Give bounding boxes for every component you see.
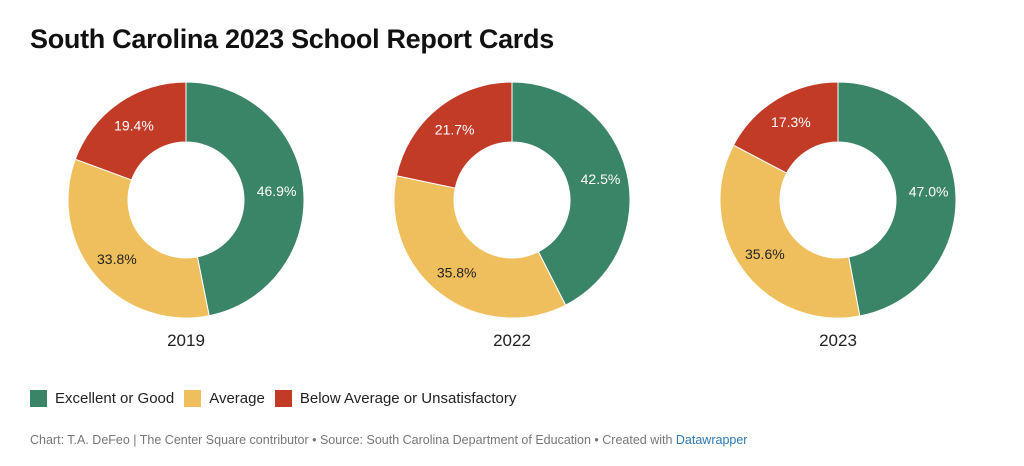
footer-credits: Chart: T.A. DeFeo | The Center Square co… — [30, 433, 747, 447]
donut-2023-label-below: 17.3% — [771, 114, 811, 130]
legend-swatch-excellent — [30, 390, 47, 407]
donut-charts: 46.9% 33.8% 19.4% 2019 42.5% 35.8% 21.7% 2022 47… — [67, 81, 957, 350]
donut-2023-slice-below — [732, 81, 839, 174]
donut-2019-slice-average — [67, 158, 210, 319]
legend-label-excellent: Excellent or Good — [55, 390, 175, 407]
donut-2023-label-average: 35.6% — [745, 246, 785, 262]
donut-2022-label-average: 35.8% — [437, 264, 477, 280]
donut-2022-slice-below — [395, 81, 513, 189]
donut-2019-slice-excellent — [185, 81, 305, 317]
donut-2019-label-excellent: 46.9% — [257, 183, 297, 199]
donut-2022-slice-average — [393, 175, 567, 319]
donut-2022-label-excellent: 42.5% — [581, 171, 621, 187]
legend-label-average: Average — [209, 390, 265, 407]
donut-2019-label-average: 33.8% — [97, 251, 137, 267]
donut-2023-label-excellent: 47.0% — [909, 184, 949, 200]
donut-2023-title: 2023 — [819, 331, 857, 350]
donut-2019-title: 2019 — [167, 331, 205, 350]
legend-item-average: Average — [184, 390, 265, 407]
donut-2022-title: 2022 — [493, 331, 531, 350]
legend-item-excellent: Excellent or Good — [30, 390, 174, 407]
donut-2019-label-below: 19.4% — [114, 117, 154, 133]
donut-2022-label-below: 21.7% — [435, 121, 475, 137]
legend-item-below: Below Average or Unsatisfactory — [274, 390, 517, 407]
donut-2023-slice-average — [719, 144, 861, 319]
footer-text: Chart: T.A. DeFeo | The Center Square co… — [30, 433, 676, 447]
donut-2022-slice-excellent — [511, 81, 631, 306]
datawrapper-link[interactable]: Datawrapper — [675, 433, 748, 447]
legend-swatch-average — [184, 390, 202, 407]
legend-swatch-below — [274, 390, 292, 407]
legend-label-below: Below Average or Unsatisfactory — [299, 390, 517, 407]
chart-title: South Carolina 2023 School Report Cards — [30, 24, 554, 54]
legend: Excellent or Good Average Below Average … — [30, 390, 526, 407]
donut-2023-slice-excellent — [837, 81, 957, 317]
donut-2019-slice-below — [74, 81, 187, 181]
